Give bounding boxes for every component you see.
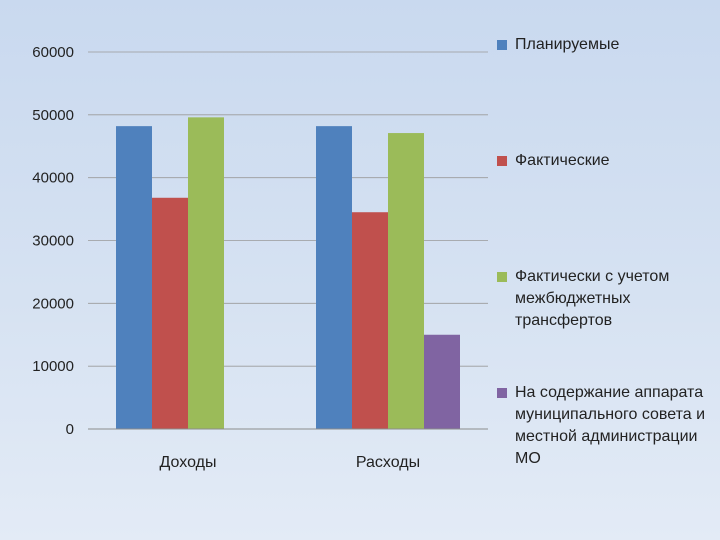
legend-item: На содержание аппарата муниципального со… [497,382,712,470]
y-tick-label: 0 [66,421,74,438]
x-axis-categories: Доходы Расходы [160,454,421,471]
legend-item: Фактически с учетом межбюджетных трансфе… [497,266,712,332]
category-label: Расходы [356,454,420,471]
bar-1-3 [424,334,460,429]
legend-label: Планируемые [515,36,620,53]
y-tick-label: 30000 [32,233,74,250]
bar-1-0 [316,126,352,429]
legend-label: Фактически с учетом межбюджетных трансфе… [515,268,670,329]
y-tick-label: 10000 [32,358,74,375]
bar-0-2 [188,117,224,429]
bar-0-0 [116,126,152,429]
bars [116,117,460,429]
bar-0-1 [152,197,188,429]
y-tick-label: 20000 [32,295,74,312]
y-tick-label: 40000 [32,170,74,187]
legend-label: Фактические [515,152,610,169]
legend-label: На содержание аппарата муниципального со… [515,384,706,467]
legend-swatch [497,272,507,282]
legend-item: Фактические [497,150,712,172]
y-tick-label: 60000 [32,44,74,61]
bar-1-2 [388,133,424,429]
legend-item: Планируемые [497,34,712,56]
bar-1-1 [352,212,388,429]
category-label: Доходы [160,454,217,471]
y-axis-ticks: 0 10000 20000 30000 40000 50000 60000 [32,44,74,438]
legend-swatch [497,40,507,50]
legend-swatch [497,156,507,166]
legend-swatch [497,388,507,398]
y-tick-label: 50000 [32,107,74,124]
